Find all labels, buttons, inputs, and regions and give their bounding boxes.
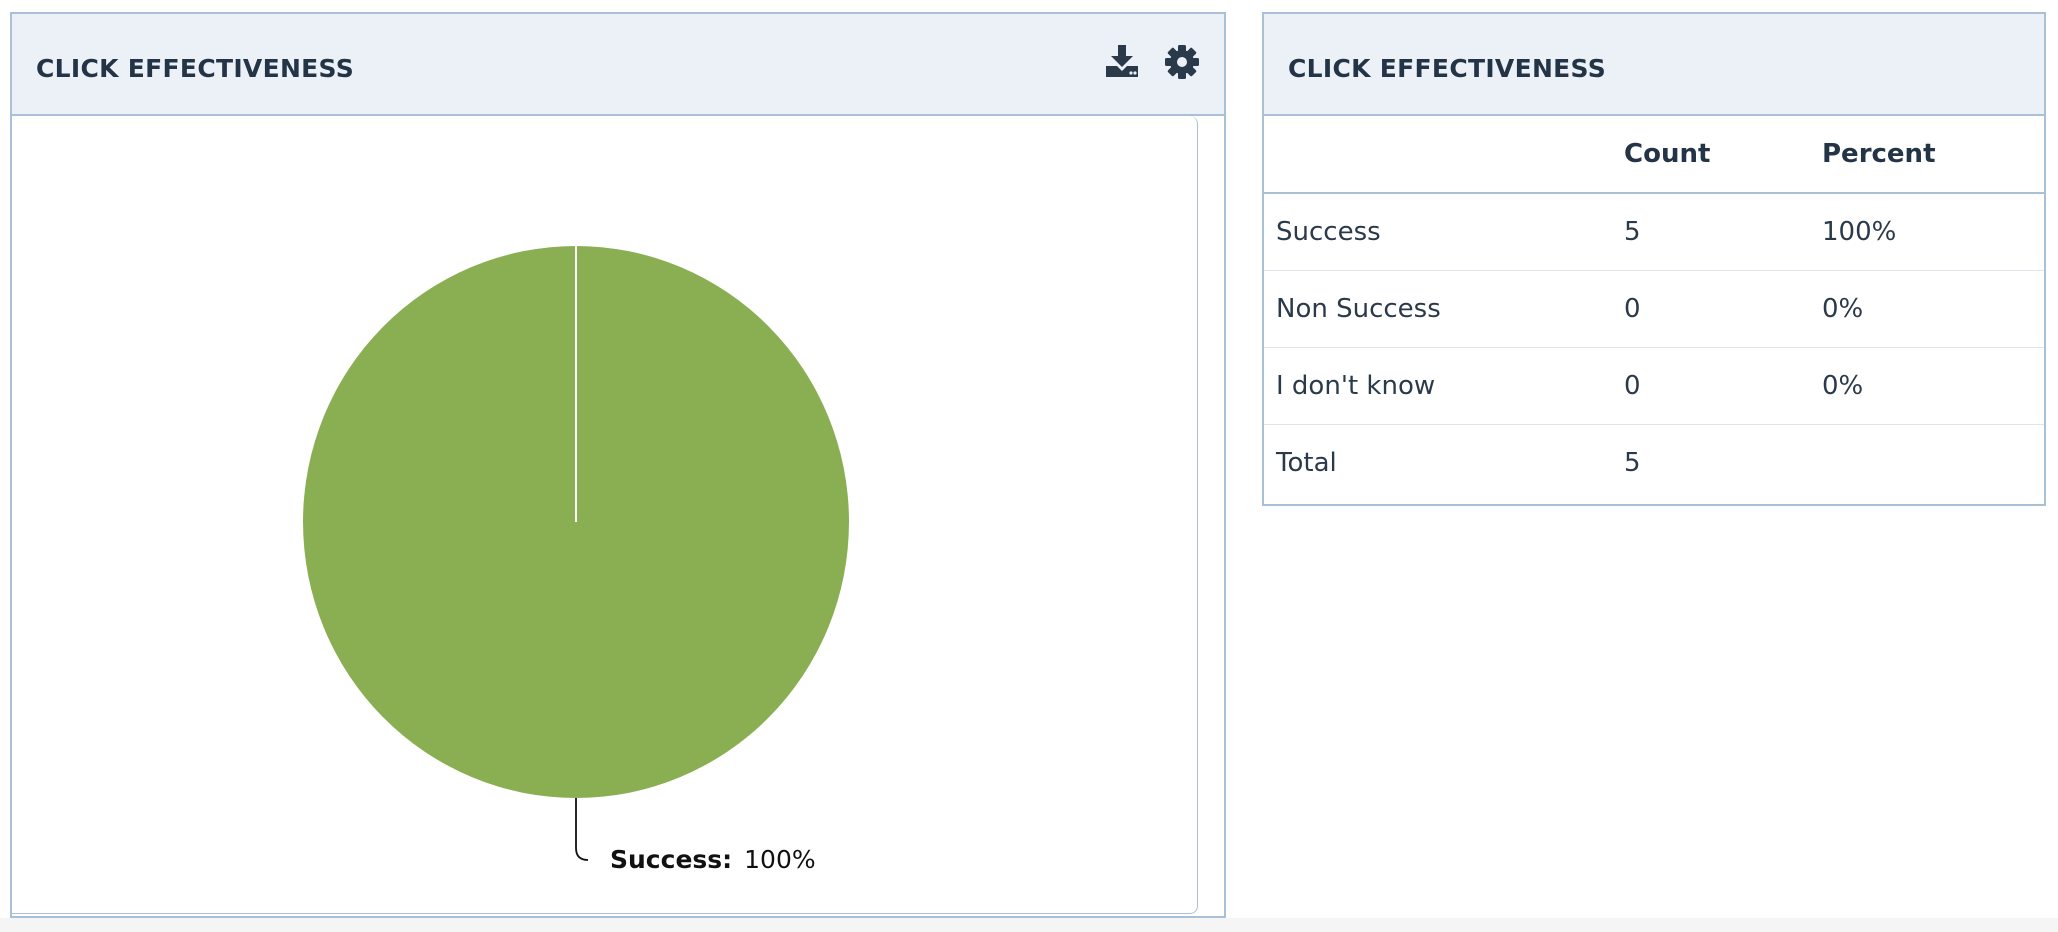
row-count: 0 (1624, 371, 1641, 401)
data-label-success: Success: 100% (610, 845, 816, 874)
chart-panel-title: CLICK EFFECTIVENESS (36, 54, 355, 83)
table-row: I don't know 0 0% (1264, 348, 2044, 425)
row-percent: 0% (1822, 371, 1864, 401)
row-label: Non Success (1276, 294, 1441, 324)
data-label-leader-line (575, 798, 589, 861)
gear-icon[interactable] (1162, 42, 1202, 82)
table-header-row: Count Percent (1264, 116, 2044, 194)
table-row-total: Total 5 (1264, 425, 2044, 502)
data-label-value: 100% (744, 845, 815, 874)
pie-chart: Success: 100% (303, 246, 849, 874)
header-count: Count (1612, 116, 1810, 194)
chart-panel-header: CLICK EFFECTIVENESS (12, 14, 1224, 116)
table-row: Non Success 0 0% (1264, 271, 2044, 348)
row-count: 5 (1624, 448, 1641, 478)
row-percent (1810, 425, 2044, 502)
row-count: 5 (1624, 217, 1641, 247)
table-panel-header: CLICK EFFECTIVENESS (1264, 14, 2044, 116)
page-footer-strip (0, 918, 2058, 932)
row-percent: 100% (1822, 217, 1897, 247)
download-icon[interactable] (1102, 42, 1142, 82)
row-label: I don't know (1276, 371, 1436, 401)
table-panel-title: CLICK EFFECTIVENESS (1288, 54, 1607, 83)
click-effectiveness-table: Count Percent Success 5 100% Non Success… (1264, 116, 2044, 501)
table-row: Success 5 100% (1264, 193, 2044, 271)
row-label: Total (1276, 448, 1337, 478)
data-label-name: Success: (610, 845, 732, 874)
header-percent: Percent (1810, 116, 2044, 194)
pie-chart-area: Success: 100% (12, 116, 1198, 914)
chart-panel: CLICK EFFECTIVENESS (10, 12, 1226, 918)
row-count: 0 (1624, 294, 1641, 324)
row-label: Success (1276, 217, 1381, 247)
row-percent: 0% (1822, 294, 1864, 324)
header-label (1264, 116, 1612, 194)
table-panel: CLICK EFFECTIVENESS Count Percent Succes… (1262, 12, 2046, 506)
